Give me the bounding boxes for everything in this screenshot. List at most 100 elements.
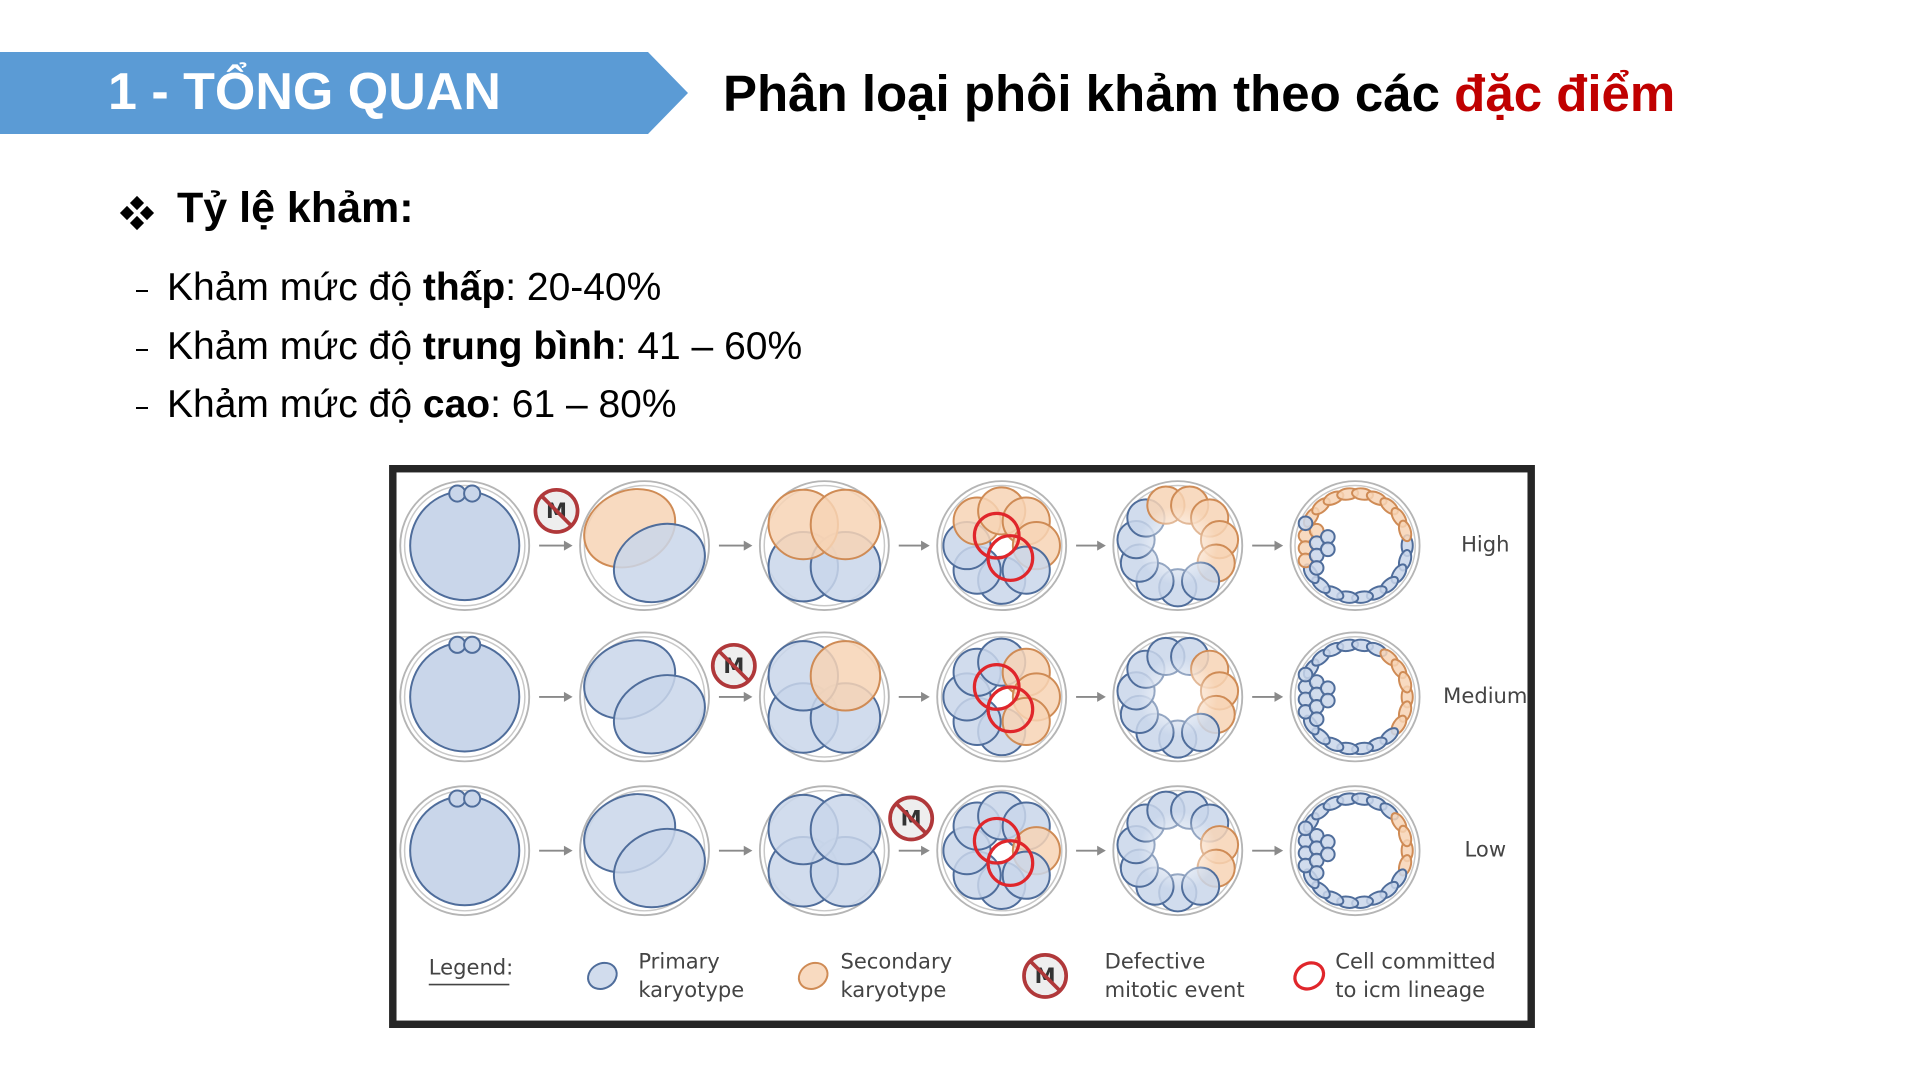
zona-inner	[583, 484, 706, 607]
arrow-head	[1097, 540, 1106, 551]
icm-cell	[972, 511, 1021, 560]
defect-slash	[540, 494, 573, 528]
section-banner	[0, 52, 688, 134]
dash	[136, 290, 148, 292]
legend-text: Secondary	[840, 948, 952, 973]
icm-cell	[1320, 541, 1336, 558]
list-item: Khảm mức độ trung bình: 41 – 60%	[167, 325, 802, 369]
arrow-head	[1097, 845, 1106, 856]
icm-cell	[1308, 865, 1325, 881]
cell	[1001, 545, 1051, 595]
zygote	[409, 795, 521, 907]
pronucleus	[463, 635, 482, 654]
cell	[809, 793, 882, 866]
cell	[612, 674, 706, 755]
zona-inner	[583, 636, 706, 758]
zygote	[409, 641, 521, 753]
arrow-head	[921, 845, 930, 856]
arrow-head	[1274, 845, 1284, 856]
item-emphasis: thấp	[422, 266, 506, 309]
icm-cell	[986, 685, 1035, 734]
zona-inner	[583, 789, 706, 912]
zona-inner	[403, 789, 526, 912]
icm-cell	[972, 663, 1021, 711]
item-text: Khảm mức độ	[167, 383, 423, 426]
zygote	[409, 490, 521, 602]
arrow-head	[563, 540, 573, 551]
arrow-head	[743, 845, 753, 856]
legend-text: Primary	[638, 948, 719, 973]
icm-cell	[1308, 560, 1325, 576]
arrow-head	[563, 845, 573, 856]
title-highlight: đặc điểm	[1454, 65, 1676, 122]
defect-slash	[894, 802, 928, 835]
zona-outer	[1289, 631, 1421, 763]
legend-text: Cell committed	[1335, 948, 1495, 973]
legend-icm	[1293, 961, 1326, 991]
legend-primary	[587, 961, 618, 990]
zona-inner	[940, 484, 1063, 607]
cell	[612, 522, 706, 604]
item-suffix: : 61 – 80%	[490, 383, 677, 426]
row-label: High	[1461, 532, 1509, 557]
morula-center	[1138, 810, 1218, 891]
trophectoderm	[1397, 670, 1413, 694]
legend-text: karyotype	[638, 977, 744, 1002]
row-label: Medium	[1443, 683, 1527, 708]
item-emphasis: cao	[422, 383, 491, 426]
icm-cell	[1297, 666, 1314, 683]
icm-cell	[986, 839, 1035, 888]
legend-text: Defective	[1105, 948, 1206, 973]
zona-inner	[763, 636, 886, 758]
mosaic-figure: MHighMMediumMLowLegend:MPrimarykaryotype…	[389, 465, 1535, 1028]
pronucleus	[448, 484, 467, 503]
trophectoderm	[1397, 824, 1413, 848]
zona-inner	[763, 789, 886, 912]
slide-title: Phân loại phôi khảm theo các đặc điểm	[723, 64, 1675, 123]
cell	[1001, 696, 1051, 747]
list-item: Khảm mức độ thấp: 20-40%	[167, 266, 661, 310]
item-emphasis: trung bình	[422, 325, 616, 368]
zona-inner	[403, 636, 526, 758]
item-text: Khảm mức độ	[167, 325, 423, 368]
icm-cell	[986, 534, 1035, 582]
zona-inner	[1294, 789, 1416, 912]
zona-inner	[940, 636, 1063, 758]
arrow-head	[1097, 691, 1106, 702]
pronucleus	[463, 484, 482, 503]
trophectoderm	[1397, 519, 1413, 543]
legend-title: Legend:	[429, 954, 514, 979]
legend-text: karyotype	[840, 977, 946, 1002]
dash	[136, 349, 148, 351]
item-suffix: : 20-40%	[505, 266, 662, 309]
defect-slash	[717, 649, 751, 683]
defect-slash	[1028, 959, 1062, 993]
icm-cell	[1320, 846, 1336, 863]
arrow-head	[921, 691, 930, 702]
list-item: Khảm mức độ cao: 61 – 80%	[167, 383, 677, 427]
legend-secondary	[797, 961, 829, 990]
pronucleus	[463, 789, 482, 808]
legend-text: to icm lineage	[1335, 977, 1485, 1002]
arrow-head	[743, 691, 753, 702]
section-label: 1 - TỔNG QUAN	[108, 63, 501, 121]
zona-inner	[763, 484, 886, 607]
pronucleus	[448, 789, 467, 808]
row-label: Low	[1465, 837, 1507, 862]
morula-center	[1138, 505, 1218, 586]
cell	[809, 640, 882, 712]
icm-cell	[1320, 692, 1336, 709]
zona-inner	[1294, 484, 1416, 607]
icm-cell	[972, 816, 1021, 865]
zona-outer	[1289, 785, 1421, 917]
legend-text: mitotic event	[1105, 977, 1245, 1002]
heading: Tỷ lệ khảm:	[177, 184, 414, 232]
zona-inner	[1294, 636, 1416, 758]
bullet-icon	[119, 195, 155, 231]
zona-inner	[940, 789, 1063, 912]
zona-outer	[1289, 480, 1421, 612]
title-text: Phân loại phôi khảm theo các	[723, 65, 1455, 122]
zona-inner	[403, 484, 526, 607]
